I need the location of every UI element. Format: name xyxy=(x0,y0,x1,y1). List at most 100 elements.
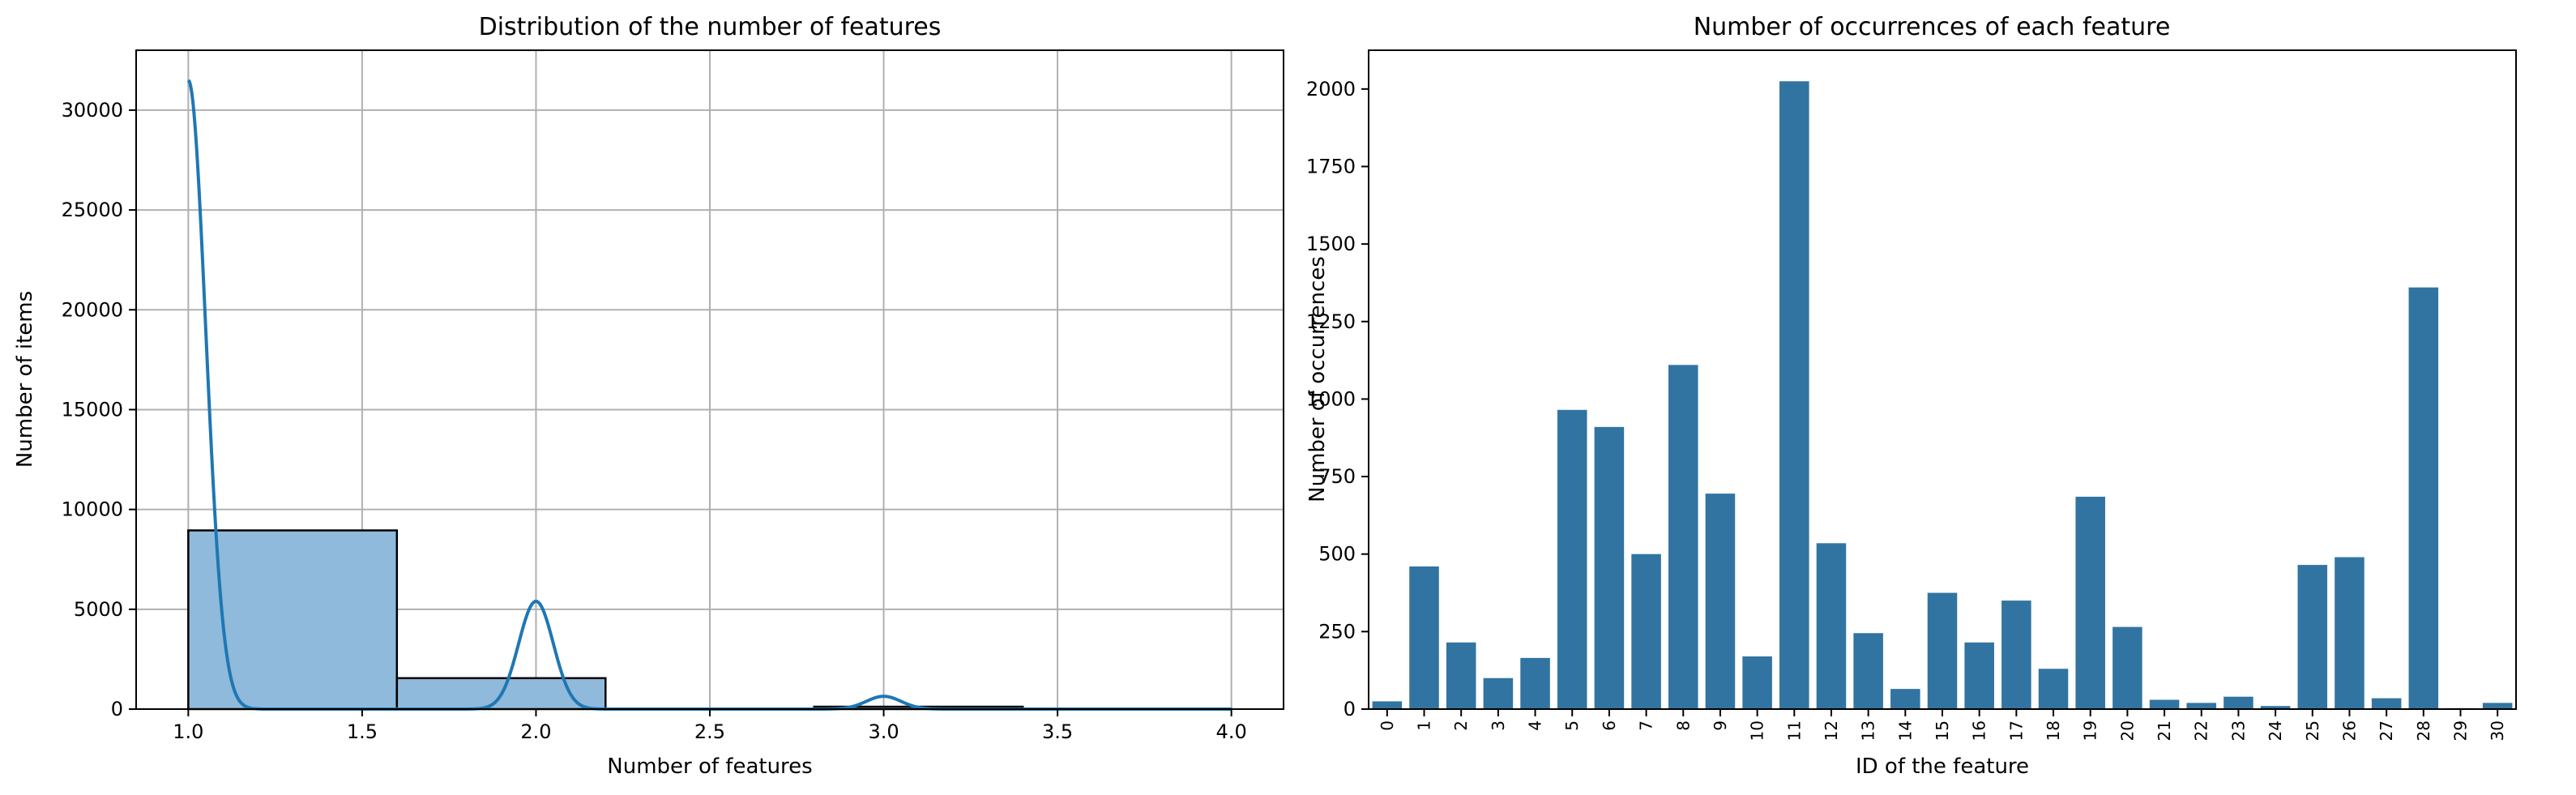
bar-chart-title: Number of occurrences of each feature xyxy=(1694,13,2171,41)
histogram-x-tick-label: 2.5 xyxy=(694,720,725,743)
histogram-x-tick-label: 2.0 xyxy=(520,720,551,743)
bar-15 xyxy=(1927,592,1958,709)
bar-chart-x-tick-label: 18 xyxy=(2044,720,2063,741)
bar-chart-x-tick-label: 19 xyxy=(2081,720,2100,741)
bar-17 xyxy=(2001,601,2031,709)
bar-12 xyxy=(1816,543,1847,709)
bar-chart-x-tick-label: 9 xyxy=(1711,720,1730,731)
histogram-y-axis-label: Number of items xyxy=(13,291,37,468)
bar-chart-x-tick-label: 3 xyxy=(1489,720,1508,731)
bar-6 xyxy=(1594,426,1625,709)
histogram-y-tick-label: 30000 xyxy=(62,99,123,122)
bar-chart-x-tick-label: 20 xyxy=(2117,720,2137,741)
bar-5 xyxy=(1557,409,1587,709)
bar-22 xyxy=(2186,703,2217,709)
bar-chart-x-tick-label: 28 xyxy=(2414,720,2433,741)
histogram-x-tick-label: 4.0 xyxy=(1216,720,1247,743)
bar-chart-x-tick-label: 0 xyxy=(1378,720,1397,731)
bar-10 xyxy=(1742,656,1772,709)
bar-chart-x-ticks: 0 1 2 3 4 5 6 7 8 9 10 11 12 13 14 15 16 17 18 19 20 21 22 23 24… xyxy=(1378,709,2507,741)
histogram-grid xyxy=(136,50,1284,710)
bar-chart-x-tick-label: 24 xyxy=(2266,720,2285,741)
bar-chart-x-tick-label: 25 xyxy=(2303,720,2322,741)
bar-chart-x-axis-label: ID of the feature xyxy=(1856,754,2029,779)
bar-chart-x-tick-label: 2 xyxy=(1451,720,1471,731)
bar-chart-x-tick-label: 13 xyxy=(1859,720,1878,741)
histogram-chart: Distribution of the number of features 1… xyxy=(13,13,1284,779)
bar-13 xyxy=(1853,633,1883,709)
bar-chart-x-tick-label: 29 xyxy=(2450,720,2470,741)
bar-7 xyxy=(1631,554,1661,709)
histogram-x-tick-label: 1.5 xyxy=(347,720,378,743)
histogram-y-tick-label: 5000 xyxy=(74,598,123,621)
bar-25 xyxy=(2297,565,2328,709)
bar-8 xyxy=(1668,365,1698,709)
bar-chart-x-tick-label: 30 xyxy=(2488,720,2507,741)
bar-chart: Number of occurrences of each feature 0 1… xyxy=(1305,13,2517,779)
bar-3 xyxy=(1483,677,1514,709)
bar-30 xyxy=(2482,703,2513,709)
histogram-y-tick-label: 25000 xyxy=(62,199,123,221)
histogram-y-tick-label: 15000 xyxy=(62,398,123,421)
bar-chart-x-tick-label: 21 xyxy=(2155,720,2174,741)
bar-chart-x-tick-label: 23 xyxy=(2228,720,2248,741)
bar-20 xyxy=(2112,626,2142,709)
histogram-x-axis-label: Number of features xyxy=(607,754,812,779)
bar-1 xyxy=(1409,566,1439,709)
histogram-y-tick-label: 20000 xyxy=(62,298,123,321)
histogram-y-tick-label: 10000 xyxy=(62,498,123,521)
bar-chart-x-tick-label: 6 xyxy=(1600,720,1619,731)
bar-chart-bars xyxy=(1372,81,2513,709)
bar-chart-x-tick-label: 27 xyxy=(2377,720,2396,741)
bar-chart-y-tick-label: 1500 xyxy=(1306,233,1356,255)
bar-chart-x-tick-label: 15 xyxy=(1933,720,1952,741)
bar-16 xyxy=(1964,642,1994,709)
histogram-bin xyxy=(187,529,399,711)
bar-chart-x-tick-label: 22 xyxy=(2192,720,2211,741)
bar-chart-y-tick-label: 0 xyxy=(1344,698,1356,720)
bar-chart-x-tick-label: 26 xyxy=(2339,720,2359,741)
histogram-x-tick-label: 1.0 xyxy=(173,720,203,743)
bar-chart-x-tick-label: 10 xyxy=(1748,720,1767,741)
bar-18 xyxy=(2038,669,2069,709)
bar-21 xyxy=(2149,699,2180,709)
bar-19 xyxy=(2075,496,2105,709)
bar-chart-y-ticks: 0 250 500 750 1000 1250 1500 1750 2000 xyxy=(1306,78,1369,720)
bar-chart-y-tick-label: 750 xyxy=(1318,465,1356,488)
bar-27 xyxy=(2371,698,2402,709)
bar-chart-x-tick-label: 11 xyxy=(1784,720,1804,741)
histogram-y-ticks: 0 5000 10000 15000 20000 25000 30000 xyxy=(62,99,136,720)
bar-chart-x-tick-label: 7 xyxy=(1637,720,1656,731)
bar-9 xyxy=(1705,494,1736,709)
bar-chart-y-tick-label: 500 xyxy=(1318,543,1356,566)
bar-chart-y-tick-label: 1000 xyxy=(1306,387,1356,410)
bar-chart-y-axis-label: Number of occurrences xyxy=(1305,256,1330,502)
bar-chart-y-tick-label: 1250 xyxy=(1306,310,1356,333)
histogram-title: Distribution of the number of features xyxy=(479,13,942,41)
bar-26 xyxy=(2335,557,2365,709)
bar-24 xyxy=(2260,706,2291,709)
bar-11 xyxy=(1779,81,1809,709)
bar-chart-x-tick-label: 1 xyxy=(1415,720,1434,731)
histogram-x-ticks: 1.0 1.5 2.0 2.5 3.0 3.5 4.0 xyxy=(173,709,1247,743)
bar-2 xyxy=(1446,642,1476,709)
bar-chart-x-tick-label: 4 xyxy=(1526,720,1545,731)
bar-14 xyxy=(1890,689,1920,709)
bar-23 xyxy=(2224,696,2253,709)
bar-chart-x-tick-label: 5 xyxy=(1562,720,1582,731)
bar-chart-x-tick-label: 14 xyxy=(1895,720,1915,741)
bar-chart-x-tick-label: 17 xyxy=(2006,720,2026,741)
bar-4 xyxy=(1520,657,1550,709)
bar-0 xyxy=(1372,701,1403,709)
bar-chart-y-tick-label: 2000 xyxy=(1306,78,1356,100)
bar-chart-y-tick-label: 250 xyxy=(1318,620,1356,643)
histogram-y-tick-label: 0 xyxy=(111,698,123,720)
histogram-x-tick-label: 3.0 xyxy=(868,720,899,743)
histogram-x-tick-label: 3.5 xyxy=(1042,720,1073,743)
bar-chart-y-tick-label: 1750 xyxy=(1306,155,1356,177)
bar-chart-x-tick-label: 12 xyxy=(1822,720,1841,741)
bar-28 xyxy=(2408,287,2439,709)
bar-chart-x-tick-label: 8 xyxy=(1673,720,1693,731)
bar-chart-x-tick-label: 16 xyxy=(1970,720,1989,741)
